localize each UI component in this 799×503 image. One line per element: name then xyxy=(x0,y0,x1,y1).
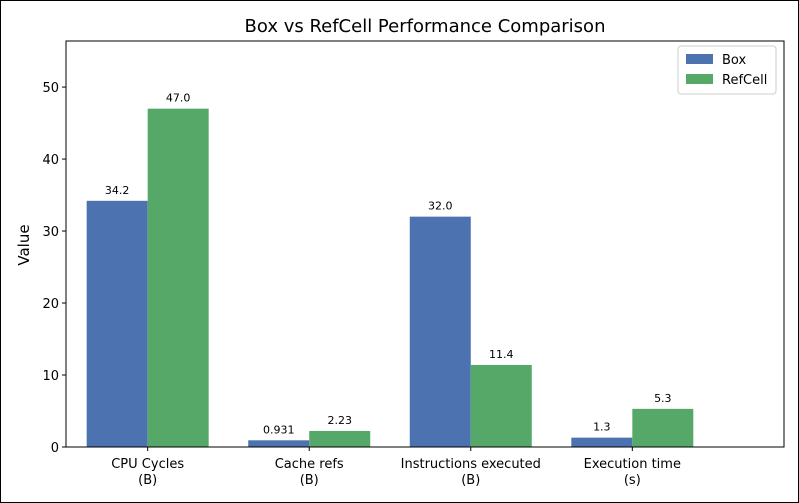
bar-refcell-2 xyxy=(470,364,532,447)
bar-box-2 xyxy=(409,216,471,447)
x-tick-label: (B) xyxy=(300,473,319,488)
value-label-box-0: 34.2 xyxy=(105,184,130,197)
y-tick-label: 40 xyxy=(42,153,59,168)
legend-swatch-refcell xyxy=(686,74,713,84)
x-tick-label: (s) xyxy=(624,473,641,488)
plot-area-border xyxy=(65,40,785,448)
x-tick-label: Instructions executed xyxy=(401,457,541,472)
value-label-box-2: 32.0 xyxy=(428,200,453,213)
value-label-refcell-0: 47.0 xyxy=(166,92,191,105)
x-tick-label: Execution time xyxy=(584,457,681,472)
legend-swatch-box xyxy=(686,54,713,64)
bar-box-0 xyxy=(86,200,148,447)
bar-box-3 xyxy=(571,437,633,447)
x-tick-label: (B) xyxy=(138,473,157,488)
y-tick-label: 20 xyxy=(42,297,59,312)
legend-label-box: Box xyxy=(722,53,746,68)
value-label-refcell-3: 5.3 xyxy=(654,392,672,405)
chart-title: Box vs RefCell Performance Comparison xyxy=(245,16,606,37)
value-label-refcell-2: 11.4 xyxy=(489,348,514,361)
legend: Box RefCell xyxy=(677,45,777,95)
bar-refcell-3 xyxy=(632,408,694,447)
y-tick-label: 0 xyxy=(51,441,59,456)
value-label-box-3: 1.3 xyxy=(593,421,611,434)
value-label-refcell-1: 2.23 xyxy=(327,414,352,427)
y-tick-label: 30 xyxy=(42,225,59,240)
value-labels-group: 34.2 47.0 0.931 2.23 32.0 11.4 1.3 5.3 xyxy=(105,92,672,437)
y-tick-label: 50 xyxy=(42,81,59,96)
x-tick-label: Cache refs xyxy=(275,457,344,472)
bar-refcell-0 xyxy=(147,108,209,448)
y-axis-ticks: 0 10 20 30 40 50 xyxy=(42,81,66,456)
bars-group xyxy=(86,108,694,448)
bar-refcell-1 xyxy=(309,430,371,447)
x-tick-label: CPU Cycles xyxy=(111,457,184,472)
x-tick-label: (B) xyxy=(461,473,480,488)
value-label-box-1: 0.931 xyxy=(263,423,295,436)
bar-box-1 xyxy=(248,440,310,447)
y-tick-label: 10 xyxy=(42,369,59,384)
y-axis-label: Value xyxy=(15,224,33,265)
legend-label-refcell: RefCell xyxy=(722,73,767,88)
x-axis-ticks: CPU Cycles(B)Cache refs(B)Instructions e… xyxy=(111,447,681,488)
